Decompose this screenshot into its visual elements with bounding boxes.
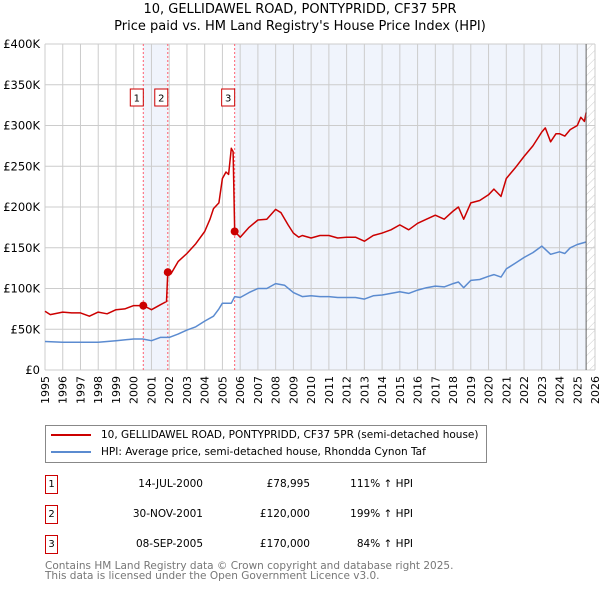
x-tick-label: 2021 [500, 376, 513, 404]
sale-point [230, 227, 239, 236]
transaction-date: 30-NOV-2001 [132, 508, 203, 520]
transaction-marker: 1 [45, 475, 58, 494]
transaction-price: £170,000 [259, 538, 310, 550]
x-tick-label: 2024 [554, 376, 567, 404]
x-tick-label: 2017 [429, 376, 442, 404]
x-tick-label: 2014 [376, 376, 389, 404]
y-tick-label: £150K [3, 241, 40, 255]
legend-swatch-blue [51, 451, 91, 453]
x-tick-label: 2001 [145, 376, 158, 404]
hpi-line [44, 241, 587, 344]
chart-legend: 10, GELLIDAWEL ROAD, PONTYPRIDD, CF37 5P… [45, 425, 487, 463]
y-tick-label: £100K [3, 282, 40, 296]
transaction-hpi-change: 199% ↑ HPI [350, 508, 413, 520]
footer-licence: This data is licensed under the Open Gov… [45, 570, 380, 582]
chart-subtitle: Price paid vs. HM Land Registry's House … [114, 19, 486, 34]
sale-label: 3 [225, 94, 231, 105]
x-tick-label: 2004 [199, 376, 212, 404]
x-tick-label: 2016 [412, 376, 425, 404]
y-tick-label: £50K [11, 322, 41, 336]
y-tick-label: £350K [3, 78, 40, 92]
transaction-price: £120,000 [259, 508, 310, 520]
y-tick-label: £200K [3, 200, 40, 214]
x-tick-label: 2023 [536, 376, 549, 404]
x-tick-label: 2005 [216, 376, 229, 404]
x-tick-label: 1997 [74, 376, 87, 404]
legend-item-property: 10, GELLIDAWEL ROAD, PONTYPRIDD, CF37 5P… [51, 427, 479, 443]
chart-title: 10, GELLIDAWEL ROAD, PONTYPRIDD, CF37 5P… [143, 2, 457, 17]
y-tick-label: £300K [3, 119, 40, 133]
x-tick-label: 1996 [57, 376, 70, 404]
legend-label-hpi: HPI: Average price, semi-detached house,… [101, 446, 426, 458]
x-tick-label: 2009 [287, 376, 300, 404]
transaction-marker: 2 [45, 505, 58, 524]
price-chart: 1 2 3 1995 1996 1997 1998 1999 2000 2001 2002 2003 2… [3, 37, 600, 404]
x-tick-label: 2022 [518, 376, 531, 404]
x-tick-label: 2003 [181, 376, 194, 404]
sale-point [139, 301, 148, 310]
property-price-line [44, 112, 587, 317]
sale-point [163, 268, 172, 277]
footer-copyright: Contains HM Land Registry data © Crown c… [45, 560, 454, 572]
transaction-price: £78,995 [266, 478, 310, 490]
x-tick-label: 2007 [252, 376, 265, 404]
transaction-row: 2 30-NOV-2001 £120,000 199% ↑ HPI [45, 505, 445, 525]
y-tick-label: £0 [25, 363, 40, 377]
x-tick-label: 2013 [358, 376, 371, 404]
y-tick-label: £250K [3, 159, 40, 173]
sale-label: 2 [158, 94, 164, 105]
x-tick-label: 2025 [571, 376, 584, 404]
legend-label-property: 10, GELLIDAWEL ROAD, PONTYPRIDD, CF37 5P… [101, 429, 479, 441]
x-tick-label: 1999 [110, 376, 123, 404]
x-tick-label: 2000 [128, 376, 141, 404]
x-tick-label: 2018 [447, 376, 460, 404]
transaction-date: 08-SEP-2005 [135, 538, 203, 550]
sale-label: 1 [134, 94, 140, 105]
x-tick-label: 2012 [341, 376, 354, 404]
x-tick-label: 2015 [394, 376, 407, 404]
transaction-hpi-change: 111% ↑ HPI [350, 478, 413, 490]
legend-swatch-red [51, 434, 91, 436]
x-tick-label: 2026 [589, 376, 600, 404]
sale-label-box [154, 88, 169, 107]
transaction-marker: 3 [45, 535, 58, 554]
legend-item-hpi: HPI: Average price, semi-detached house,… [51, 444, 426, 460]
y-tick-label: £400K [3, 37, 40, 51]
x-tick-label: 2010 [305, 376, 318, 404]
footer: Contains HM Land Registry data © Crown c… [45, 560, 454, 582]
x-tick-label: 2020 [483, 376, 496, 404]
transaction-row: 3 08-SEP-2005 £170,000 84% ↑ HPI [45, 535, 445, 555]
x-tick-label: 2006 [234, 376, 247, 404]
x-tick-label: 1995 [39, 376, 52, 404]
x-tick-label: 2002 [163, 376, 176, 404]
x-tick-label: 2019 [465, 376, 478, 404]
x-tick-label: 2008 [270, 376, 283, 404]
x-tick-label: 1998 [92, 376, 105, 404]
sale-label-box [221, 88, 236, 107]
transaction-row: 1 14-JUL-2000 £78,995 111% ↑ HPI [45, 475, 445, 495]
x-tick-label: 2011 [323, 376, 336, 404]
transaction-hpi-change: 84% ↑ HPI [356, 538, 413, 550]
transaction-date: 14-JUL-2000 [138, 478, 203, 490]
sale-label-box [129, 88, 144, 107]
